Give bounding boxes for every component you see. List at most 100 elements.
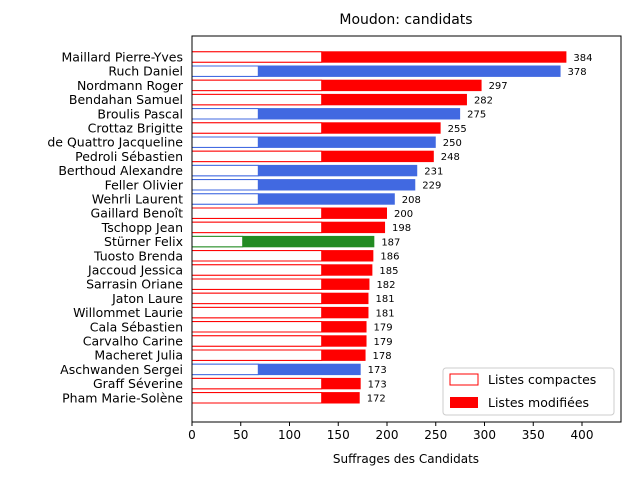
bar-compact [191,335,323,347]
bar-compact [191,136,259,148]
value-label: 181 [375,308,394,319]
category-label: Tuosto Brenda [93,248,183,263]
category-label: Wehrli Laurent [92,192,183,207]
bar-total [192,363,361,376]
category-label: Willommet Laurie [73,305,183,320]
bar-compact [191,164,259,177]
x-tick-label: 50 [233,428,248,442]
category-label: Aschwanden Sergei [60,362,183,377]
x-tick-label: 150 [327,428,350,442]
bar-compact [191,108,259,120]
category-label: Carvalho Carine [83,334,184,349]
value-label: 173 [368,379,387,390]
bar-total [192,136,436,148]
category-label: Pham Marie-Solène [62,390,183,405]
bar-compact [191,250,323,262]
value-label: 297 [489,81,508,92]
category-label: Jaccoud Jessica [87,263,183,278]
category-label: Pedroli Sébastien [75,149,183,164]
bar-total [192,193,395,205]
category-label: Jaton Laure [111,291,183,306]
bar-compact [191,363,259,376]
x-tick-label: 350 [522,428,545,442]
category-label: Maillard Pierre-Yves [61,50,183,65]
legend-swatch-compact [449,373,479,386]
category-label: Ruch Daniel [108,64,183,79]
value-label: 185 [379,266,398,277]
category-label: Broulis Pascal [97,106,183,121]
bar-compact [191,235,244,248]
category-label: Macheret Julia [94,348,183,363]
category-label: Graff Séverine [93,376,183,391]
legend-label-compact: Listes compactes [488,372,596,387]
value-label: 186 [380,252,399,263]
x-tick-label: 200 [376,428,399,442]
bar-compact [191,292,323,305]
bar-total [192,164,418,177]
value-label: 198 [392,223,411,234]
bar-total [192,65,561,77]
category-label: Bendahan Samuel [69,92,183,107]
bar-compact [191,221,323,234]
bar-compact [191,278,323,290]
bar-compact [191,306,323,319]
category-label: Stürner Felix [104,234,183,249]
value-label: 187 [381,237,400,248]
value-label: 182 [376,280,395,291]
legend-label-modified: Listes modifiées [488,395,589,410]
bar-compact [191,207,323,219]
value-label: 178 [373,351,392,362]
category-label: de Quattro Jacqueline [47,135,183,150]
x-tick-label: 100 [278,428,301,442]
value-label: 275 [467,110,486,121]
value-label: 200 [394,209,413,220]
category-label: Tschopp Jean [101,220,183,235]
value-label: 208 [402,195,421,206]
plot-frame [191,35,622,423]
value-label: 255 [448,124,467,135]
bar-total [192,108,461,120]
x-axis-label: Suffrages des Candidats [333,452,479,466]
category-label: Crottaz Brigitte [88,121,184,136]
bar-compact [191,321,323,333]
x-tick-label: 400 [571,428,594,442]
x-axis-ticks: 0 50 100 150 200 250 300 350 400 [188,422,593,442]
bar-compact [191,93,323,106]
value-label: 179 [374,337,393,348]
value-label: 173 [368,365,387,376]
bar-compact [191,193,259,205]
value-label: 231 [424,166,443,177]
value-label: 250 [443,138,462,149]
bar-total [192,51,567,63]
x-tick-label: 250 [424,428,447,442]
bar-compact [191,150,323,163]
legend-swatch-modified [450,397,478,408]
bar-compact [191,79,323,92]
category-label: Feller Olivier [105,177,184,192]
value-label: 172 [367,394,386,405]
bar-total [192,235,375,248]
legend: Listes compactes Listes modifiées [442,367,615,416]
bar-compact [191,377,323,390]
bar-compact [191,349,323,361]
category-label: Nordmann Roger [77,78,184,93]
value-label: 282 [474,95,493,106]
category-label: Cala Sébastien [90,319,183,334]
bar-compact [191,65,259,77]
value-label: 181 [375,294,394,305]
bar-total [192,179,416,191]
category-label: Berthoud Alexandre [58,163,183,178]
value-label: 229 [422,181,441,192]
value-label: 384 [573,53,592,64]
bar-total [192,79,482,92]
bar-compact [191,51,323,63]
value-label: 179 [374,323,393,334]
value-label: 378 [568,67,587,78]
value-label: 248 [441,152,460,163]
category-label: Gaillard Benoît [91,206,184,221]
bar-compact [191,122,323,134]
bar-compact [191,179,259,191]
